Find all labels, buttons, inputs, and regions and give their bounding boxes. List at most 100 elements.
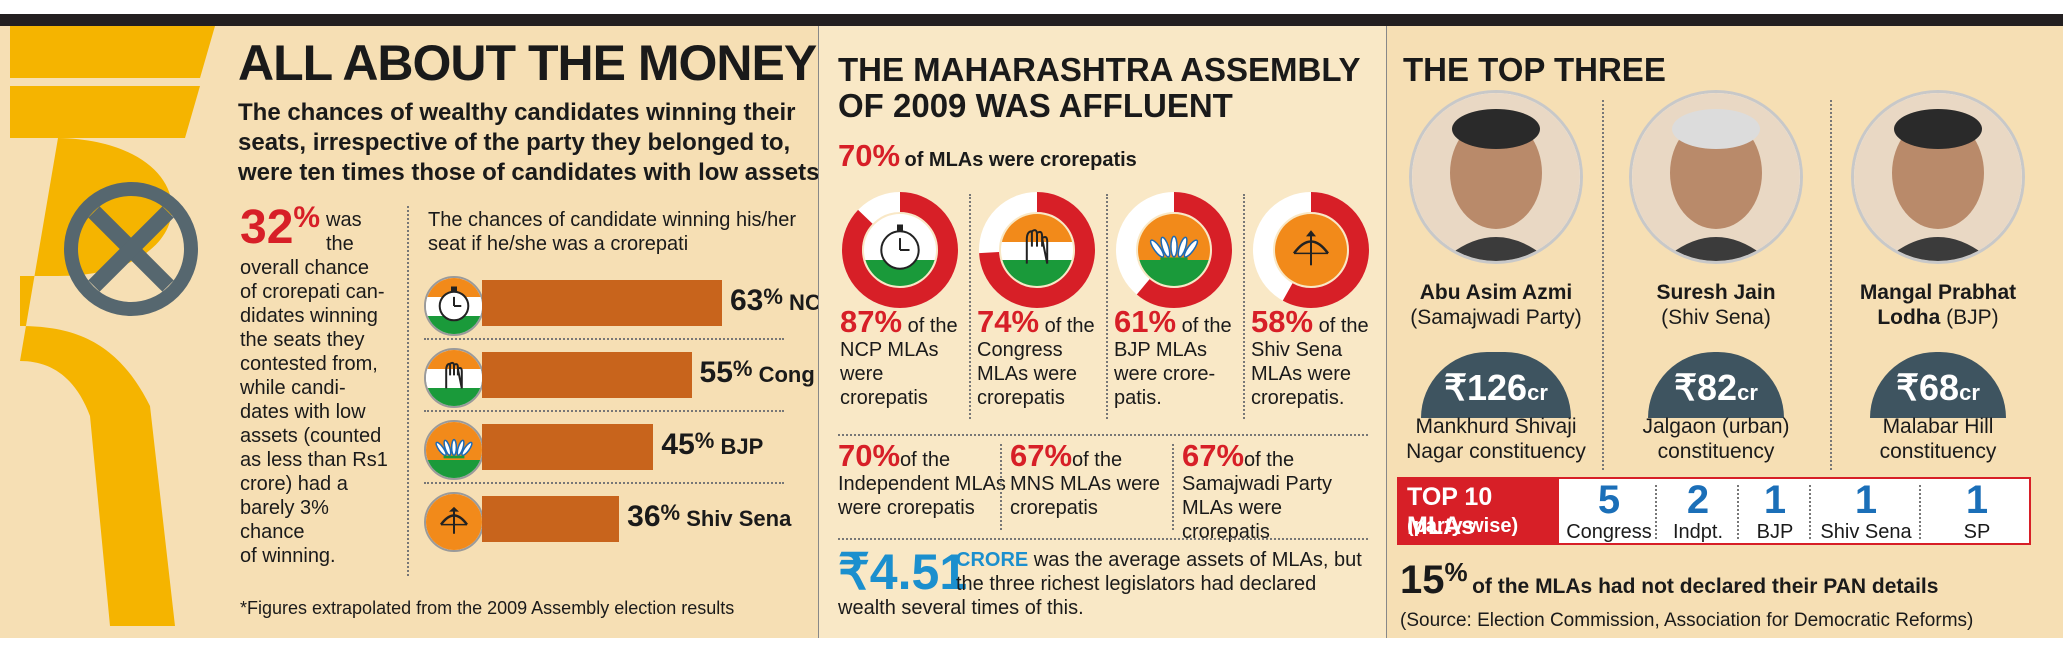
party-dials: 87% of the NCP MLAs were crorepatis 74% of t… [830,190,1380,430]
person-name: Mangal Prabhat Lodha (BJP) [1828,280,2048,330]
top10-cell: 1 Shiv Sena [1811,479,1921,543]
divider [1602,100,1604,470]
other-of-the: of the [1072,449,1123,471]
bar-separator [424,410,784,412]
party-logo [424,420,484,480]
donut-dial [1253,192,1369,308]
chart-caption-2: seat if he/she was a crorepati [428,233,689,255]
stat-description: overall chance of crorepati can-didates w… [240,256,390,568]
portrait-photo [1629,90,1803,264]
person-name-text: Suresh Jain [1656,281,1776,304]
constituency-line: Mankhurd Shivaji [1415,415,1577,438]
party-logo [424,276,484,336]
top-three-people: Abu Asim Azmi (Samajwadi Party) ₹126cr Mank… [1386,90,2063,470]
dial-text: crorepatis [977,387,1065,409]
panel-title-1: THE MAHARASHTRA ASSEMBLY [838,51,1361,88]
constituency-line: constituency [1879,440,1997,463]
other-of-the: of the [1244,449,1295,471]
stat-the: the [326,233,354,255]
bottom-margin [0,638,2063,650]
stat-pct: 32 [240,201,294,254]
bar-category: Cong [752,362,815,387]
dial-text: patis. [1114,387,1162,409]
bar [482,280,722,326]
top10-cell: 2 Indpt. [1657,479,1739,543]
stat-32: 32% [240,201,321,254]
top10-cell: 1 BJP [1739,479,1811,543]
donut-arc [842,192,958,308]
divider [1830,100,1832,470]
top10-party: Indpt. [1672,521,1724,543]
top10-party: Shiv Sena [1820,521,1912,543]
other-pct: 67% [1010,438,1073,473]
chart-caption-1: The chances of candidate winning his/her [428,209,797,231]
ballot-mark-icon [64,182,198,316]
subtitle-line-3: were ten times those of candidates with … [238,159,829,186]
avg-line-3: wealth several times of this. [838,597,1084,619]
dial-text: were crore- [1114,363,1216,385]
top10-subtitle: (party wise) [1407,515,1519,537]
source-note: (Source: Election Commission, Associatio… [1400,610,1974,631]
divider [1106,194,1108,419]
overall-pct: 70% [838,138,901,173]
bow-arrow-icon [439,506,469,534]
panel-title-2: OF 2009 WAS AFFLUENT [838,87,1233,124]
other-party-stat: 67%of the Samajwadi Party MLAs were crorep… [1182,440,1372,544]
stat-line: while candi- [240,377,346,399]
portrait-photo [1409,90,1583,264]
donut-arc [1116,192,1232,308]
hand-icon [445,361,463,389]
constituency-line: Jalgaon (urban) [1642,415,1790,438]
top10-count: 1 [1965,478,1989,522]
person-name-text: Mangal Prabhat [1859,281,2017,304]
other-text: MNS MLAs were [1010,473,1161,495]
constituency-line: Malabar Hill [1882,415,1994,438]
dial-of-the: of the [1039,315,1095,337]
asset-badge: ₹68cr [1870,352,2006,418]
top-rule [0,14,2063,26]
party-logo [424,492,484,552]
donut-dial [842,192,958,308]
stat-pct-sign: % [293,201,321,234]
stat-line: of winning. [240,545,336,567]
stat-line: of crorepati can- [240,281,385,303]
other-party-stat: 67%of the MNS MLAs were crorepatis [1010,440,1200,520]
dial-text: crorepatis [840,387,928,409]
stat-line: as less than Rs1 [240,449,388,471]
dial-text: MLAs were [977,363,1078,385]
avg-value: ₹4.51 [838,544,968,600]
stat-line: overall chance [240,257,369,279]
pan-stat: 15% of the MLAs had not declared their P… [1400,557,1938,603]
person-party: (Shiv Sena) [1661,306,1771,329]
other-pct: 67% [1182,438,1245,473]
dial-text: MLAs were [1251,363,1352,385]
donut-arc [979,192,1095,308]
bar [482,424,654,470]
rupee-symbol-icon [10,26,215,626]
divider [1000,444,1002,530]
dial-text: Congress [977,339,1063,361]
asset-badge: ₹126cr [1421,352,1571,418]
other-text: crorepatis [1010,497,1098,519]
asset-badge: ₹82cr [1648,352,1784,418]
avg-line-1: CRORE was the average assets of MLAs, bu… [956,549,1362,571]
asset-value: ₹126 [1444,367,1528,408]
bar-unit: % [660,500,681,525]
constituency-line: Nagar constituency [1406,440,1586,463]
divider [838,434,1368,436]
top10-count: 2 [1686,478,1710,522]
constituency: Malabar Hill constituency [1818,414,2058,464]
bar-label: 45% BJP [661,428,763,462]
person-name-text-2: Lodha [1877,306,1941,329]
subtitle-line-2: seats, irrespective of the party they be… [238,129,791,156]
asset-value: ₹82 [1674,367,1738,408]
person-party: (BJP) [1940,306,1999,329]
bar-value: 63 [730,284,764,317]
party-logo [424,348,484,408]
top10-cell: 5 Congress [1561,479,1657,543]
dial-text: were [840,363,884,385]
dial-stat: 58% of the Shiv Sena MLAs were crorepatis. [1251,306,1378,410]
person-name-text: Abu Asim Azmi [1419,281,1573,304]
top10-party: Congress [1566,521,1652,543]
hand-icon [1025,229,1049,264]
